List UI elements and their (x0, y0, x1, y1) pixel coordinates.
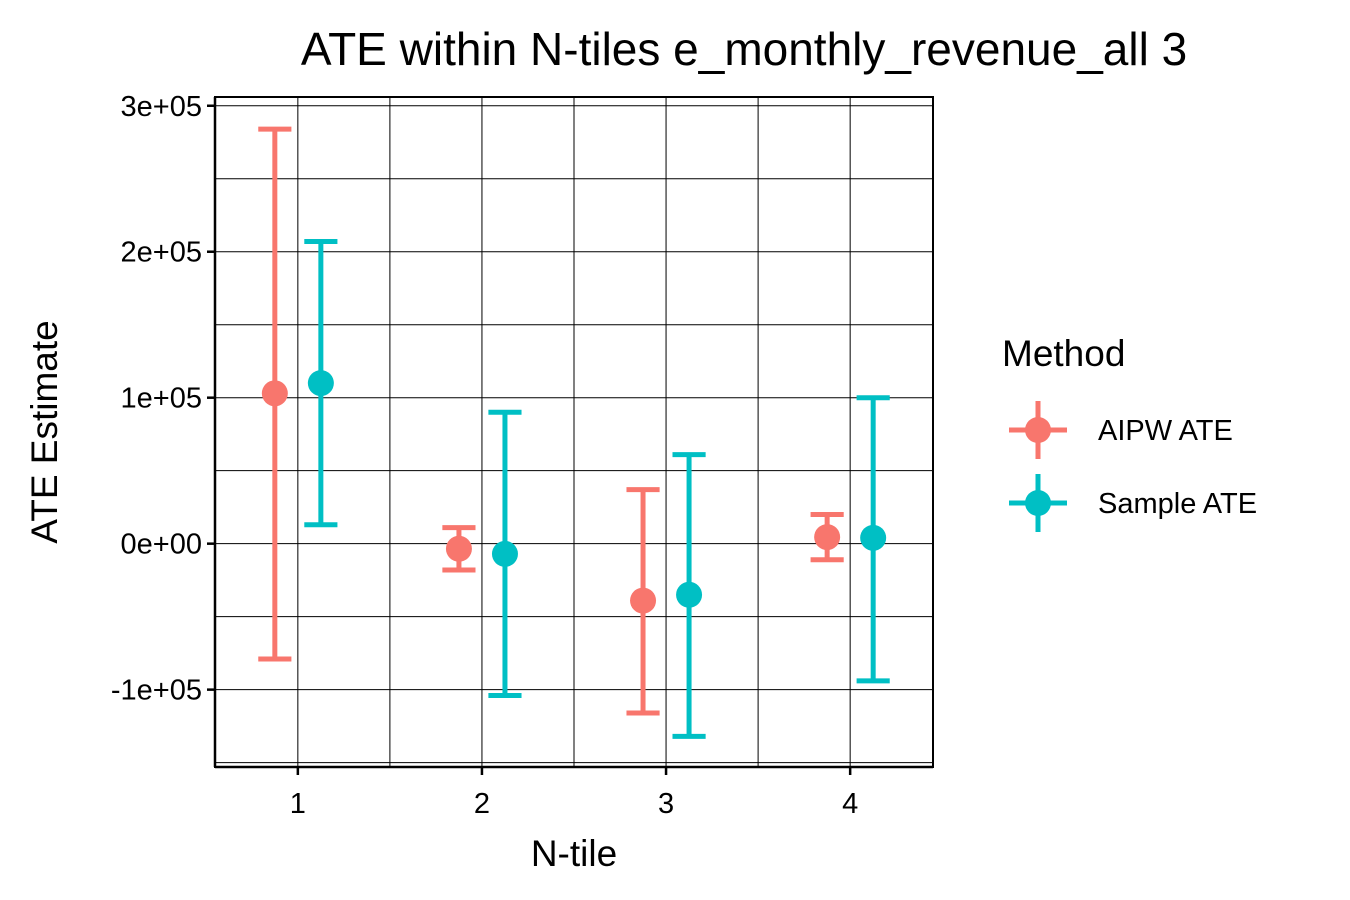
y-tick-label: 1e+05 (121, 383, 202, 415)
estimate-point (491, 540, 518, 567)
legend-item: AIPW ATE (1009, 401, 1233, 459)
estimate-point (676, 581, 703, 608)
chart-title: ATE within N-tiles e_monthly_revenue_all… (301, 23, 1187, 75)
legend-key-point (1025, 417, 1051, 443)
x-axis-title: N-tile (531, 833, 617, 874)
estimate-point (261, 380, 288, 407)
legend-label: AIPW ATE (1098, 415, 1233, 447)
axes: 1 2 3 4 -1e+05 0e+00 1e+05 2e+05 3e+05 (111, 91, 933, 820)
y-tick-label: 3e+05 (121, 91, 202, 123)
legend-title: Method (1002, 333, 1125, 374)
legend-items: AIPW ATE Sample ATE (1009, 401, 1257, 532)
grid-lines (215, 97, 933, 767)
y-tick-label: -1e+05 (111, 675, 202, 707)
y-axis-ticks: -1e+05 0e+00 1e+05 2e+05 3e+05 (111, 91, 215, 707)
x-tick-label: 1 (290, 788, 306, 820)
y-tick-label: 2e+05 (121, 237, 202, 269)
estimate-point (860, 524, 887, 551)
estimate-point (445, 535, 472, 562)
legend: Method AIPW ATE Sample ATE (1002, 333, 1257, 532)
estimate-point (307, 370, 334, 397)
x-tick-label: 2 (474, 788, 490, 820)
y-tick-label: 0e+00 (121, 529, 202, 561)
legend-key-point (1025, 490, 1051, 516)
error-bars (258, 126, 890, 739)
x-tick-label: 4 (842, 788, 858, 820)
estimate-point (814, 524, 841, 551)
x-axis-ticks: 1 2 3 4 (290, 767, 858, 820)
legend-item: Sample ATE (1009, 474, 1257, 532)
estimate-point (630, 587, 657, 614)
x-tick-label: 3 (658, 788, 674, 820)
legend-label: Sample ATE (1098, 488, 1257, 520)
y-axis-title: ATE Estimate (24, 320, 65, 543)
plot-area (214, 96, 934, 768)
